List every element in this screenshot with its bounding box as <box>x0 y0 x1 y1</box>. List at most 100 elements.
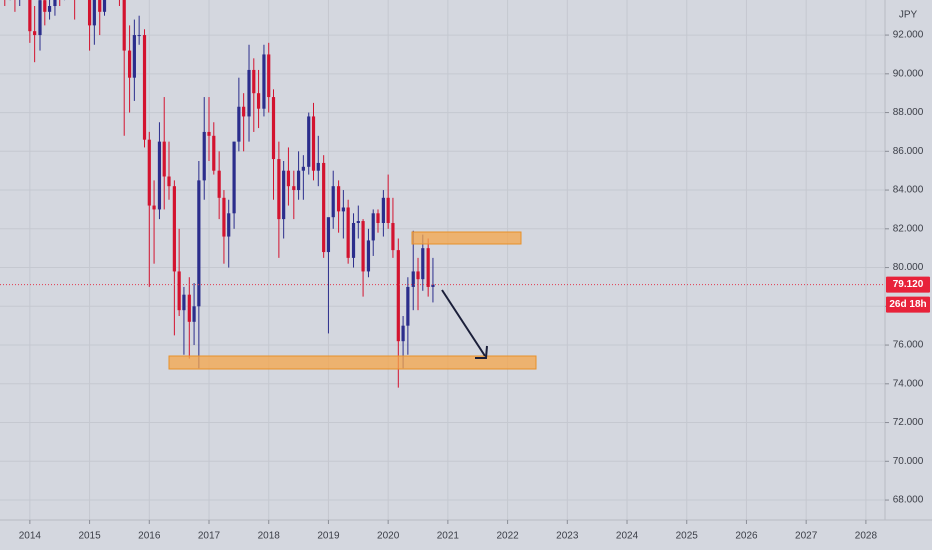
candle-body <box>346 207 350 258</box>
candle-body <box>421 248 425 280</box>
candle-body <box>142 35 147 140</box>
y-tick-label: 72.000 <box>893 417 924 428</box>
y-tick-label: 68.000 <box>893 495 924 506</box>
x-tick-label: 2024 <box>616 531 639 542</box>
candle-body <box>351 222 356 258</box>
candle-body <box>411 271 415 287</box>
candle-body <box>227 213 231 237</box>
candle-body <box>361 221 365 272</box>
last-price-box <box>886 276 930 293</box>
candle-body <box>341 207 345 212</box>
unit-label: JPY <box>899 10 918 21</box>
candle-body <box>237 106 241 142</box>
candle-body <box>401 325 405 342</box>
candle-body <box>33 31 37 36</box>
candle-body <box>391 222 395 251</box>
candle-body <box>102 0 107 12</box>
y-tick-label: 84.000 <box>893 185 924 196</box>
x-tick-label: 2022 <box>496 531 519 542</box>
candle-body <box>356 221 360 223</box>
arrow-head <box>475 345 488 359</box>
last-price-label: 79.120 <box>893 279 924 290</box>
x-tick-label: 2019 <box>317 531 340 542</box>
candle-body <box>207 131 211 136</box>
y-tick-label: 88.000 <box>893 107 924 118</box>
y-tick-label: 86.000 <box>893 146 924 157</box>
candle-body <box>307 116 311 167</box>
candle-body <box>371 213 375 241</box>
y-tick-label: 82.000 <box>893 223 924 234</box>
candle-body <box>386 197 390 223</box>
candle-body <box>301 166 305 171</box>
candle-body <box>376 213 380 223</box>
x-tick-label: 2023 <box>556 531 579 542</box>
x-tick-label: 2014 <box>19 531 42 542</box>
candle-body <box>192 306 196 322</box>
x-tick-label: 2015 <box>78 531 101 542</box>
x-tick-label: 2021 <box>437 531 460 542</box>
support-zone <box>168 355 537 370</box>
y-tick-label: 70.000 <box>893 456 924 467</box>
candle-body <box>416 271 420 280</box>
candle-body <box>296 170 301 191</box>
candle-body <box>282 170 286 220</box>
candle-body <box>256 93 261 109</box>
y-tick-label: 76.000 <box>893 340 924 351</box>
x-tick-label: 2026 <box>735 531 758 542</box>
candle-body <box>222 197 226 237</box>
x-tick-label: 2027 <box>795 531 818 542</box>
candle-body <box>217 170 221 198</box>
x-tick-label: 2028 <box>855 531 878 542</box>
plot-area <box>0 0 885 388</box>
candle-body <box>28 0 32 32</box>
candle-body <box>316 162 320 171</box>
candle-body <box>271 97 276 160</box>
y-tick-label: 90.000 <box>893 68 924 79</box>
candle-body <box>177 271 181 311</box>
candle-body <box>331 186 335 218</box>
candle-body <box>336 186 341 212</box>
candle-body <box>53 0 57 7</box>
y-tick-label: 92.000 <box>893 30 924 41</box>
x-tick-label: 2020 <box>377 531 400 542</box>
candle-body <box>431 284 435 287</box>
candle-body <box>366 240 371 272</box>
candle-body <box>152 205 156 210</box>
candle-body <box>137 35 141 37</box>
candle-body <box>167 176 171 187</box>
candle-body <box>92 0 96 26</box>
candle-body <box>187 294 191 322</box>
candle-body <box>212 135 216 171</box>
x-tick-label: 2017 <box>198 531 221 542</box>
y-tick-label: 80.000 <box>893 262 924 273</box>
candle-body <box>202 131 206 181</box>
candle-body <box>147 139 151 206</box>
candle-body <box>242 106 246 117</box>
candle-body <box>87 0 92 26</box>
candle-body <box>38 0 42 36</box>
candle-body <box>47 6 52 12</box>
candle-body <box>127 50 132 78</box>
candle-body <box>326 217 331 253</box>
candle-body <box>172 186 176 272</box>
candle-body <box>426 248 430 287</box>
candle-body <box>162 141 166 177</box>
x-tick-label: 2025 <box>676 531 699 542</box>
candle-body <box>267 54 271 98</box>
candle-body <box>132 35 136 78</box>
arrow-line <box>441 289 486 357</box>
drawings <box>168 231 537 370</box>
countdown-label: 26d 18h <box>889 299 926 310</box>
countdown-box <box>886 296 930 313</box>
axes: 68.00070.00072.00074.00076.00078.00080.0… <box>19 30 930 542</box>
candle-body <box>311 116 316 171</box>
y-tick-label: 74.000 <box>893 378 924 389</box>
candle-body <box>292 186 296 191</box>
candle-body <box>277 159 281 220</box>
candle-body <box>406 286 410 326</box>
resistance-zone <box>411 231 522 245</box>
x-tick-label: 2016 <box>138 531 161 542</box>
